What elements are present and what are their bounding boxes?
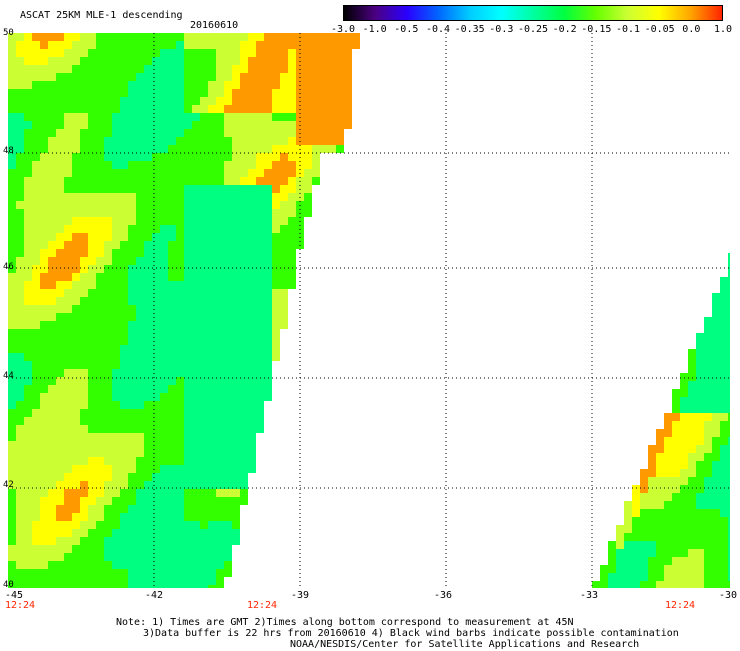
colorbar-label: -0.3: [489, 24, 514, 35]
note-line-1: Note: 1) Times are GMT 2)Times along bot…: [116, 617, 574, 628]
colorbar-label: -0.25: [517, 24, 549, 35]
time-label-middle: 12:24: [246, 600, 278, 611]
x-tick-minus39: -39: [290, 590, 310, 601]
time-label-left: 12:24: [4, 600, 36, 611]
colorbar-label: -0.35: [454, 24, 485, 35]
time-label-right: 12:24: [664, 600, 696, 611]
colorbar-label: -0.15: [581, 24, 612, 35]
colorbar-label: -0.05: [644, 24, 675, 35]
y-tick-44: 44: [3, 371, 14, 381]
colorbar-label: -0.1: [615, 24, 641, 35]
note-line-2: 3)Data buffer is 22 hrs from 20160610 4)…: [143, 628, 679, 639]
colorbar-label: -0.5: [394, 24, 419, 35]
x-tick-minus42: -42: [144, 590, 164, 601]
y-tick-50: 50: [3, 28, 14, 38]
colorbar-label: -3.0: [330, 24, 356, 35]
lat-lon-grid: [8, 33, 730, 588]
x-tick-minus45: -45: [4, 590, 24, 601]
note-line-3: NOAA/NESDIS/Center for Satellite Applica…: [290, 639, 640, 650]
chart-date: 20160610: [190, 20, 239, 31]
y-tick-46: 46: [3, 262, 14, 272]
x-tick-minus30: -30: [718, 590, 738, 601]
y-tick-42: 42: [3, 480, 14, 490]
x-tick-minus33: -33: [579, 590, 599, 601]
y-tick-48: 48: [3, 146, 14, 156]
colorbar-label: -1.0: [362, 24, 387, 35]
swath-map-svg: [8, 33, 730, 588]
colorbar-label: -0.4: [425, 24, 451, 35]
swath-right: [592, 253, 730, 588]
x-tick-minus36: -36: [433, 590, 453, 601]
y-tick-40: 40: [3, 580, 14, 590]
chart-title: ASCAT 25KM MLE-1 descending: [20, 10, 183, 21]
swath-left: [8, 33, 360, 588]
colorbar: [343, 5, 723, 21]
colorbar-label: 0.0: [682, 24, 701, 35]
swath-map: [8, 33, 730, 588]
colorbar-label: -0.2: [552, 24, 577, 35]
colorbar-label: 1.0: [713, 24, 733, 35]
